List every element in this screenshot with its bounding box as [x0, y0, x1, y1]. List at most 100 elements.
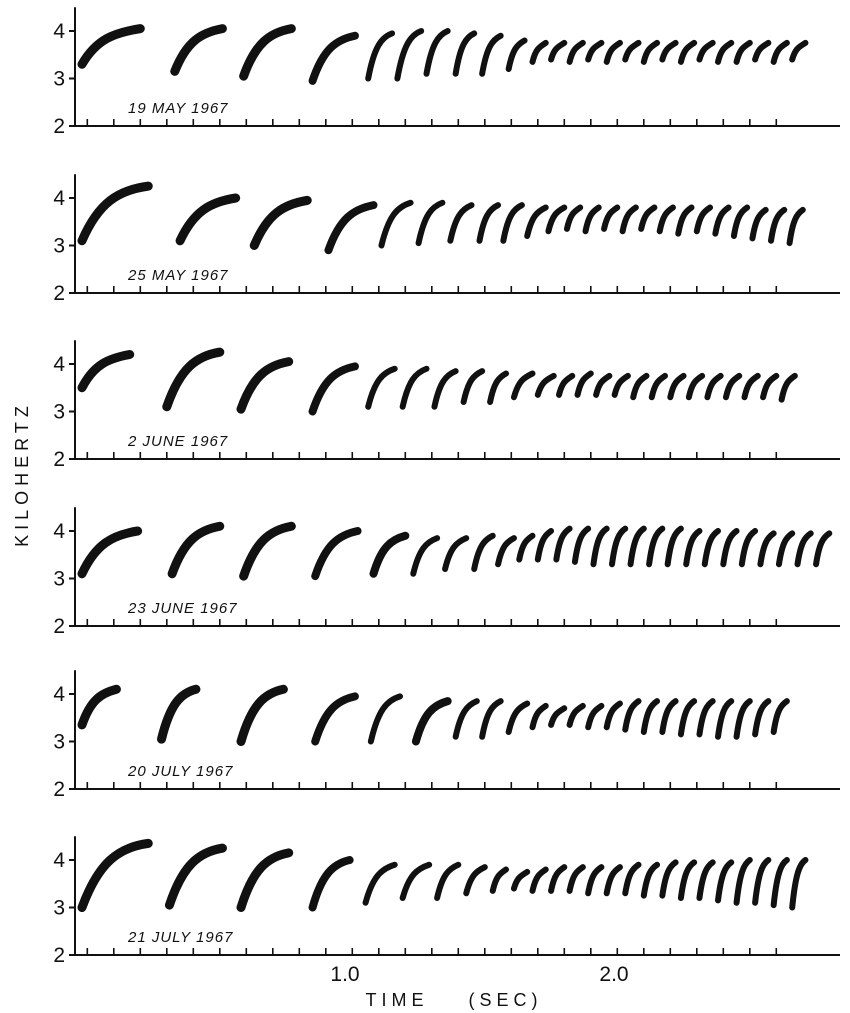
- note-mark: [609, 525, 629, 568]
- note-mark: [529, 866, 549, 894]
- note-mark: [479, 698, 504, 740]
- note-mark: [601, 204, 621, 232]
- note-mark: [566, 39, 586, 65]
- note-mark: [659, 39, 679, 63]
- note-mark: [677, 698, 698, 738]
- note-mark: [730, 204, 751, 239]
- note-mark: [789, 857, 809, 911]
- note-mark: [566, 702, 586, 728]
- note-mark: [442, 535, 470, 572]
- y-tick-label: 2: [53, 448, 65, 471]
- note-mark: [685, 372, 706, 401]
- panel-2: 2 3 4 25 MAY 1967: [53, 174, 840, 305]
- panel-date-label: 2 JUNE 1967: [127, 433, 228, 450]
- y-tick-label: 2: [53, 944, 65, 967]
- note-mark: [505, 700, 531, 735]
- note-mark: [236, 357, 294, 414]
- note-mark: [77, 24, 145, 69]
- note-mark: [311, 692, 359, 746]
- note-mark: [720, 528, 740, 568]
- panel-date-label: 20 JULY 1967: [127, 763, 233, 780]
- note-mark: [585, 702, 605, 731]
- note-mark: [640, 39, 661, 65]
- note-mark: [760, 372, 780, 401]
- y-tick-label: 4: [53, 187, 65, 210]
- note-mark: [656, 204, 676, 235]
- note-mark: [566, 864, 586, 894]
- y-tick-label: 3: [53, 731, 65, 754]
- note-mark: [423, 28, 451, 77]
- note-mark: [571, 525, 592, 565]
- note-mark: [574, 370, 594, 398]
- note-mark: [553, 525, 573, 563]
- note-mark: [677, 859, 698, 901]
- note-mark: [410, 535, 441, 577]
- note-mark: [77, 526, 143, 579]
- note-mark: [775, 530, 796, 568]
- note-mark: [236, 848, 294, 912]
- note-mark: [622, 861, 642, 897]
- note-mark: [162, 347, 225, 412]
- note-mark: [593, 372, 613, 398]
- note-mark: [603, 39, 623, 65]
- note-mark: [77, 838, 153, 912]
- spectrogram-panels: 2 3 4 19 MAY 1967 2 3 4 25 MAY 1967 2 3 4 2 JUNE 19…: [53, 7, 840, 986]
- note-mark: [659, 859, 679, 899]
- note-mark: [495, 535, 517, 568]
- note-mark: [582, 204, 602, 235]
- note-mark: [701, 528, 721, 568]
- y-tick-label: 3: [53, 568, 65, 591]
- note-mark: [369, 531, 410, 578]
- note-mark: [324, 201, 378, 255]
- note-mark: [308, 362, 359, 416]
- note-mark: [585, 864, 605, 897]
- note-mark: [505, 37, 528, 72]
- note-mark: [489, 866, 509, 894]
- note-mark: [722, 372, 743, 401]
- note-mark: [239, 521, 296, 581]
- note-mark: [770, 39, 790, 65]
- y-tick-label: 4: [53, 683, 65, 706]
- note-mark: [630, 372, 650, 401]
- y-tick-label: 4: [53, 20, 65, 43]
- note-mark: [752, 698, 772, 738]
- note-mark: [659, 698, 679, 735]
- y-tick-label: 3: [53, 897, 65, 920]
- note-mark: [622, 698, 642, 733]
- note-mark: [548, 705, 568, 728]
- note-mark: [733, 39, 753, 65]
- note-mark: [770, 857, 790, 909]
- note-mark: [778, 372, 798, 403]
- panel-date-label: 23 JUNE 1967: [127, 600, 238, 617]
- panel-date-label: 21 JULY 1967: [127, 929, 233, 946]
- y-tick-label: 2: [53, 115, 65, 138]
- note-mark: [733, 698, 753, 740]
- note-mark: [548, 864, 568, 894]
- y-tick-label: 2: [53, 615, 65, 638]
- panel-1: 2 3 4 19 MAY 1967: [53, 7, 840, 138]
- note-mark: [548, 39, 568, 63]
- note-mark: [664, 525, 684, 568]
- note-mark: [431, 368, 459, 410]
- note-mark: [500, 202, 525, 244]
- note-mark: [510, 370, 536, 401]
- note-mark: [749, 206, 769, 242]
- y-tick-label: 3: [53, 68, 65, 91]
- y-tick-label: 2: [53, 778, 65, 801]
- note-mark: [434, 861, 462, 901]
- note-mark: [239, 24, 296, 81]
- note-mark: [236, 684, 288, 746]
- note-mark: [77, 350, 135, 393]
- note-mark: [367, 693, 403, 745]
- note-mark: [311, 527, 362, 581]
- y-tick-label: 4: [53, 849, 65, 872]
- note-mark: [677, 39, 698, 65]
- note-mark: [640, 861, 661, 899]
- note-mark: [622, 39, 642, 63]
- note-mark: [738, 528, 759, 568]
- note-mark: [648, 372, 668, 401]
- note-mark: [813, 530, 833, 568]
- note-mark: [556, 372, 576, 398]
- note-mark: [452, 30, 478, 77]
